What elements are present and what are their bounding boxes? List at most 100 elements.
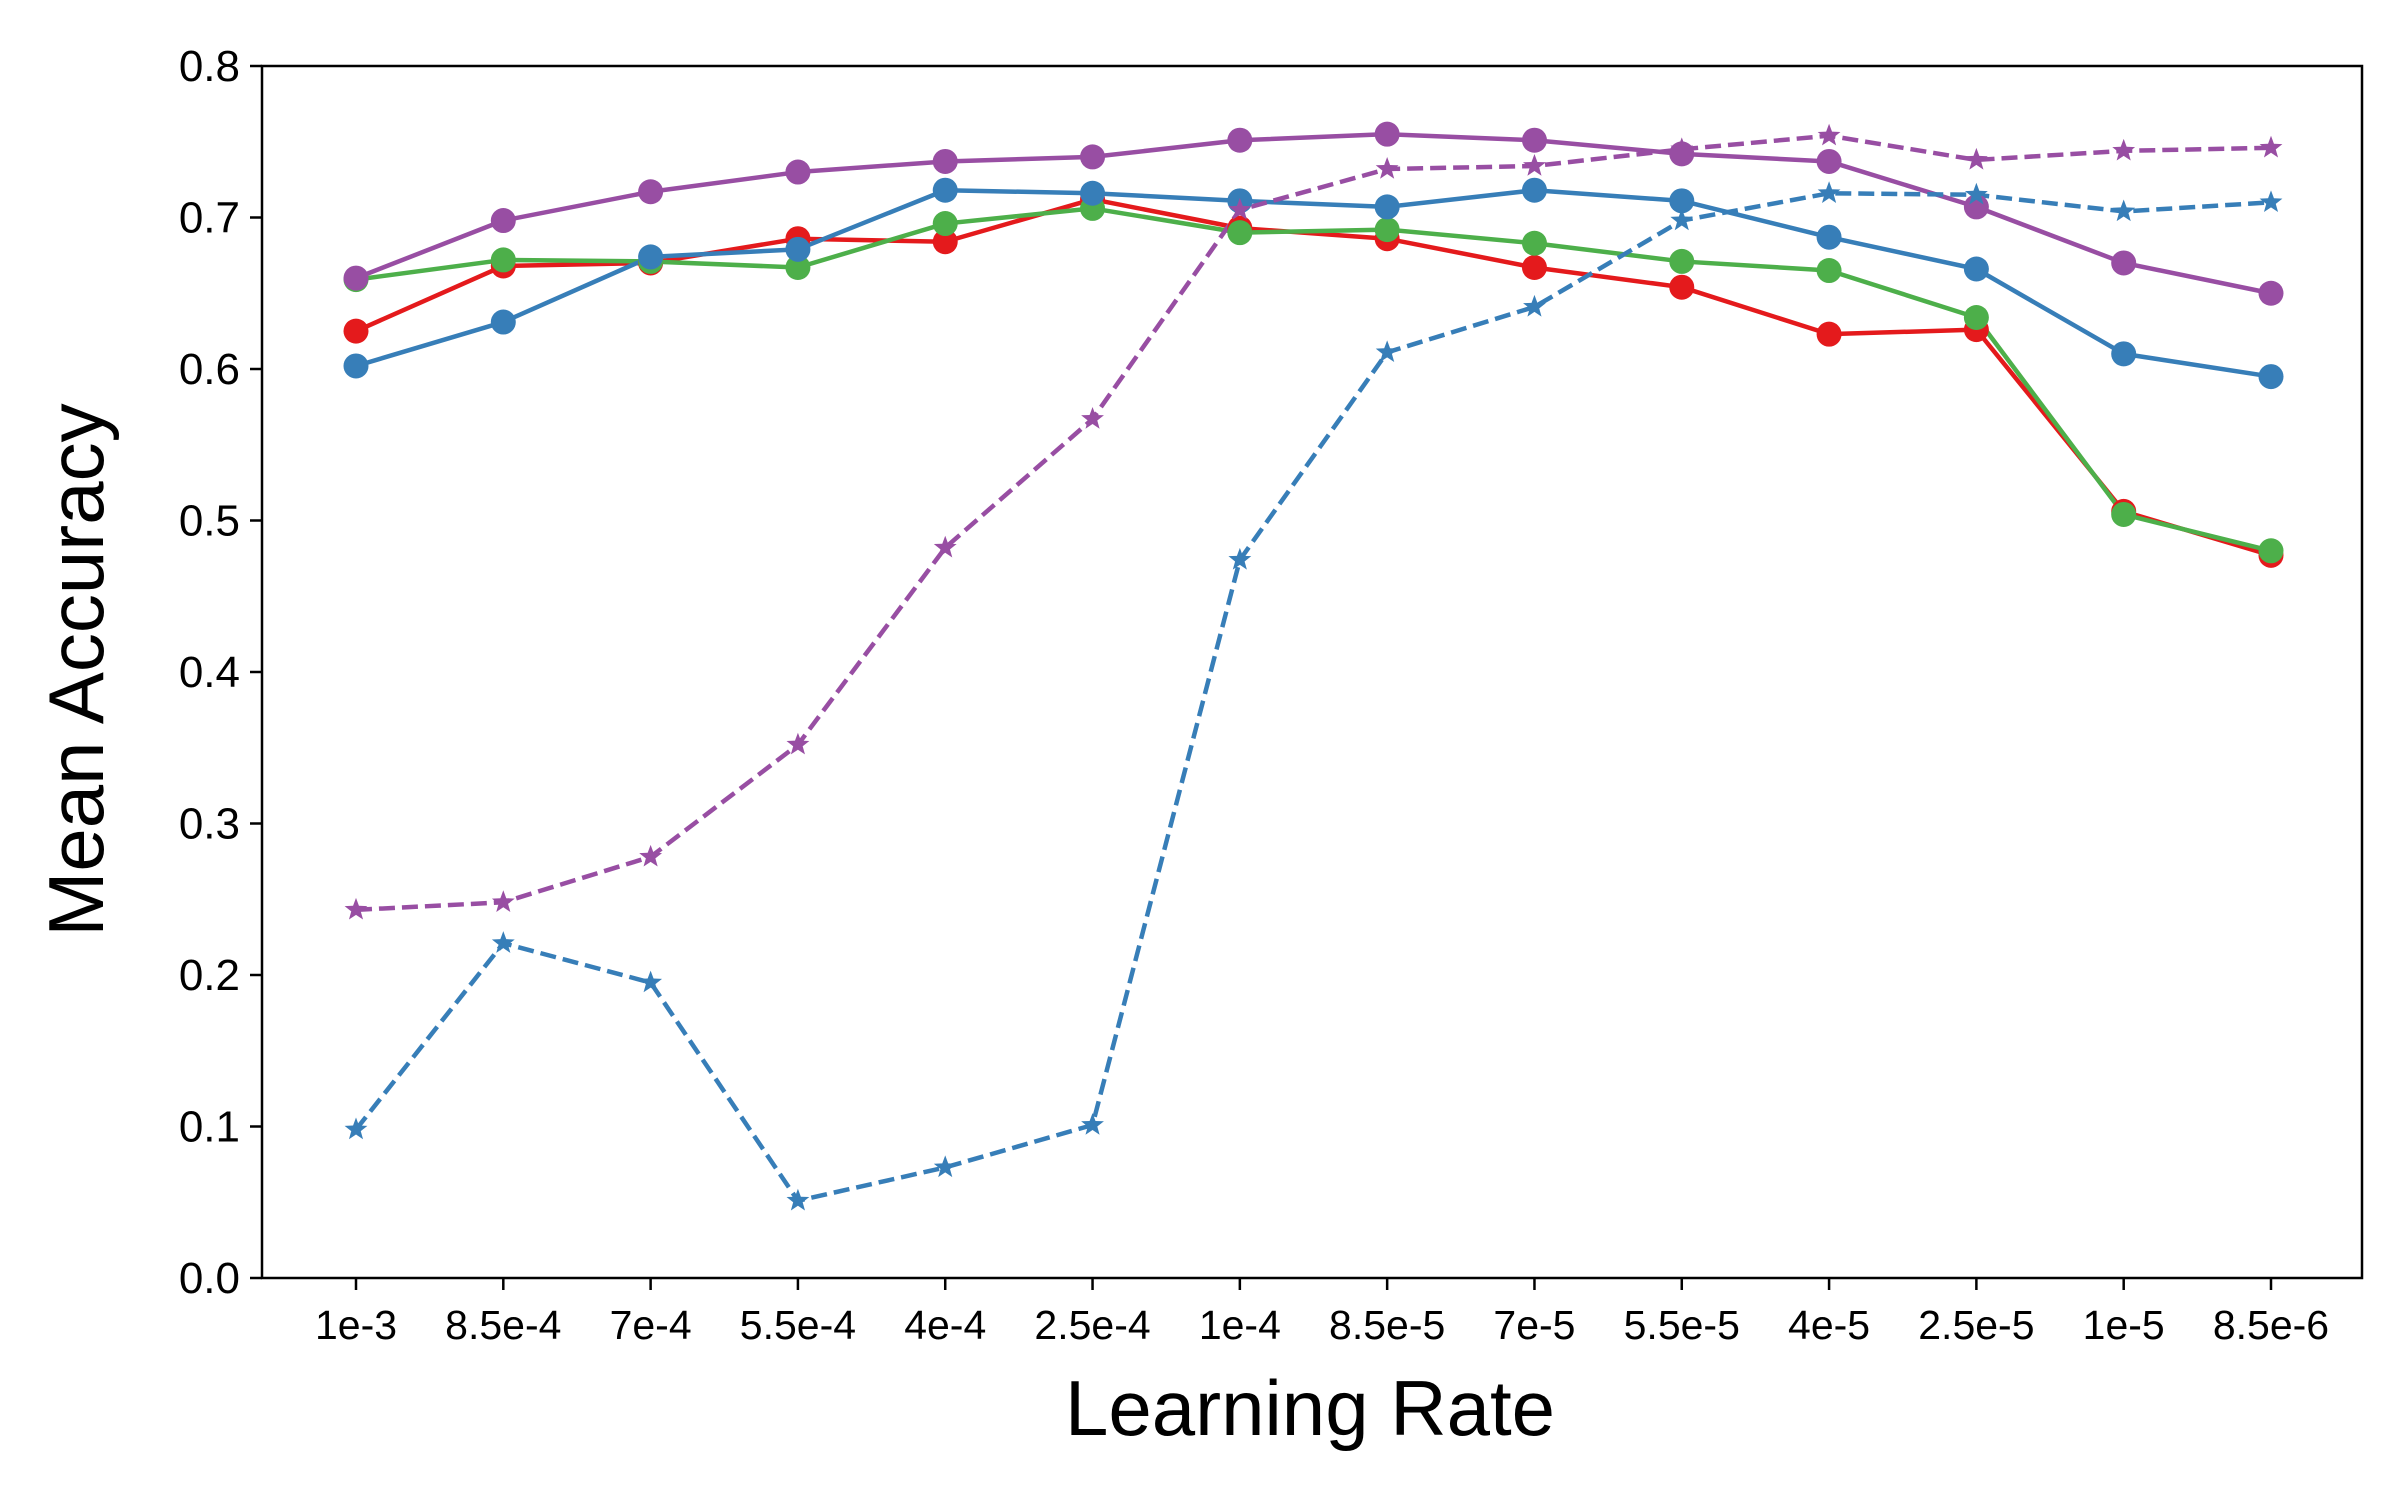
data-point-green-circle-solid [1227,220,1253,246]
data-point-green-circle-solid [1816,258,1842,284]
data-point-blue-circle-solid [932,177,958,203]
data-point-red-circle-solid [1669,274,1695,300]
data-point-purple-star-dashed [639,844,663,867]
data-point-blue-star-dashed [1375,340,1399,363]
x-tick-label: 5.5e-5 [1624,1302,1740,1348]
data-point-blue-circle-solid [1080,180,1106,206]
y-axis-title: Mean Accuracy [32,403,120,936]
data-point-blue-circle-solid [638,244,664,270]
data-point-purple-circle-solid [785,159,811,185]
data-point-green-circle-solid [1963,304,1989,330]
data-point-blue-circle-solid [490,309,516,335]
data-point-red-circle-solid [1521,254,1547,280]
series-line-blue-circle-solid [355,187,2272,379]
data-point-blue-star-dashed [1228,547,1252,570]
data-point-blue-star-dashed [639,970,663,993]
data-point-purple-star-dashed [344,897,368,920]
data-point-purple-circle-solid [1374,121,1400,147]
data-point-blue-circle-solid [1816,224,1842,250]
data-point-green-circle-solid [2111,501,2137,527]
data-point-blue-circle-solid [1521,177,1547,203]
y-tick-label: 0.2 [179,951,240,1000]
data-point-purple-star-dashed [2259,135,2283,158]
data-point-green-circle-solid [785,254,811,280]
x-tick-label: 4e-4 [904,1302,986,1348]
data-point-purple-circle-solid [1521,127,1547,153]
y-tick-label: 0.6 [179,345,240,394]
data-point-green-circle-solid [1669,248,1695,274]
data-point-blue-star-dashed [2259,190,2283,213]
series-line-red-circle-solid [355,197,2272,558]
x-tick-label: 8.5e-4 [445,1302,561,1348]
y-tick-label: 0.4 [179,648,240,697]
data-point-green-circle-solid [490,247,516,273]
y-tick-label: 0.1 [179,1103,240,1152]
data-point-purple-circle-solid [1963,194,1989,220]
x-tick-label: 8.5e-5 [1329,1302,1445,1348]
data-point-purple-circle-solid [1227,127,1253,153]
data-point-green-circle-solid [932,211,958,237]
y-tick-label: 0.7 [179,194,240,243]
data-point-blue-circle-solid [2258,364,2284,390]
data-point-purple-circle-solid [932,148,958,174]
data-point-blue-star-dashed [1081,1112,1104,1135]
data-point-purple-star-dashed [2112,138,2136,161]
data-point-purple-circle-solid [1816,148,1842,174]
data-point-blue-star-dashed [1964,182,1988,205]
data-point-purple-star-dashed [1523,153,1546,176]
data-point-blue-star-dashed [933,1155,957,1178]
data-point-green-circle-solid [1374,217,1400,243]
data-point-purple-star-dashed [1817,123,1841,146]
x-tick-label: 7e-4 [610,1302,692,1348]
series-line-purple-star-dashed [355,133,2272,913]
data-point-blue-star-dashed [1817,181,1841,203]
series-line-green-circle-solid [355,206,2272,553]
series-line-blue-star-dashed [354,191,2272,1203]
x-tick-label: 1e-4 [1199,1302,1281,1348]
x-tick-label: 2.5e-4 [1034,1302,1150,1348]
x-tick-label: 1e-3 [315,1302,397,1348]
y-tick-label: 0.3 [179,800,240,849]
data-point-blue-circle-solid [1669,188,1695,214]
data-point-blue-star-dashed [1670,208,1694,231]
data-point-purple-star-dashed [1081,407,1104,429]
data-point-blue-circle-solid [1374,194,1400,220]
data-point-purple-star-dashed [1670,137,1694,160]
data-point-purple-star-dashed [1375,157,1399,179]
y-tick-label: 0.0 [179,1254,240,1303]
data-point-red-circle-solid [343,318,369,344]
data-point-purple-star-dashed [491,890,515,912]
x-tick-label: 8.5e-6 [2213,1302,2329,1348]
data-point-blue-circle-solid [785,236,811,262]
x-tick-label: 2.5e-5 [1918,1302,2034,1348]
x-axis-title: Learning Rate [1065,1364,1555,1452]
data-point-purple-circle-solid [1080,144,1106,170]
data-point-purple-circle-solid [2258,280,2284,306]
data-point-green-circle-solid [2258,538,2284,564]
x-tick-label: 5.5e-4 [740,1302,856,1348]
series-lines-layer [354,131,2272,1203]
x-tick-label: 1e-5 [2083,1302,2165,1348]
data-point-purple-star-dashed [786,732,810,755]
axes-layer [260,64,2364,1280]
x-tick-label: 4e-5 [1788,1302,1870,1348]
data-point-purple-circle-solid [638,179,664,205]
data-point-blue-circle-solid [2111,341,2137,367]
data-point-green-circle-solid [1521,230,1547,256]
data-point-purple-star-dashed [933,535,957,558]
data-point-blue-star-dashed [491,931,515,953]
series-markers-layer [343,121,2284,1211]
data-point-blue-star-dashed [344,1117,368,1140]
data-point-purple-star-dashed [1964,147,1988,170]
data-point-purple-circle-solid [490,208,516,234]
series-line-purple-circle-solid [355,131,2272,296]
data-point-purple-star-dashed [1228,197,1252,220]
data-point-blue-star-dashed [1523,294,1546,317]
plot-frame [260,64,2364,1280]
data-point-blue-star-dashed [786,1188,810,1211]
y-tick-label: 0.5 [179,497,240,546]
data-point-blue-star-dashed [2112,199,2136,222]
ticks-layer: 0.0 0.1 0.2 0.3 0.4 0.5 0.6 0.7 0.8 1e-3 8.5e-4 7e-… [179,42,2329,1348]
